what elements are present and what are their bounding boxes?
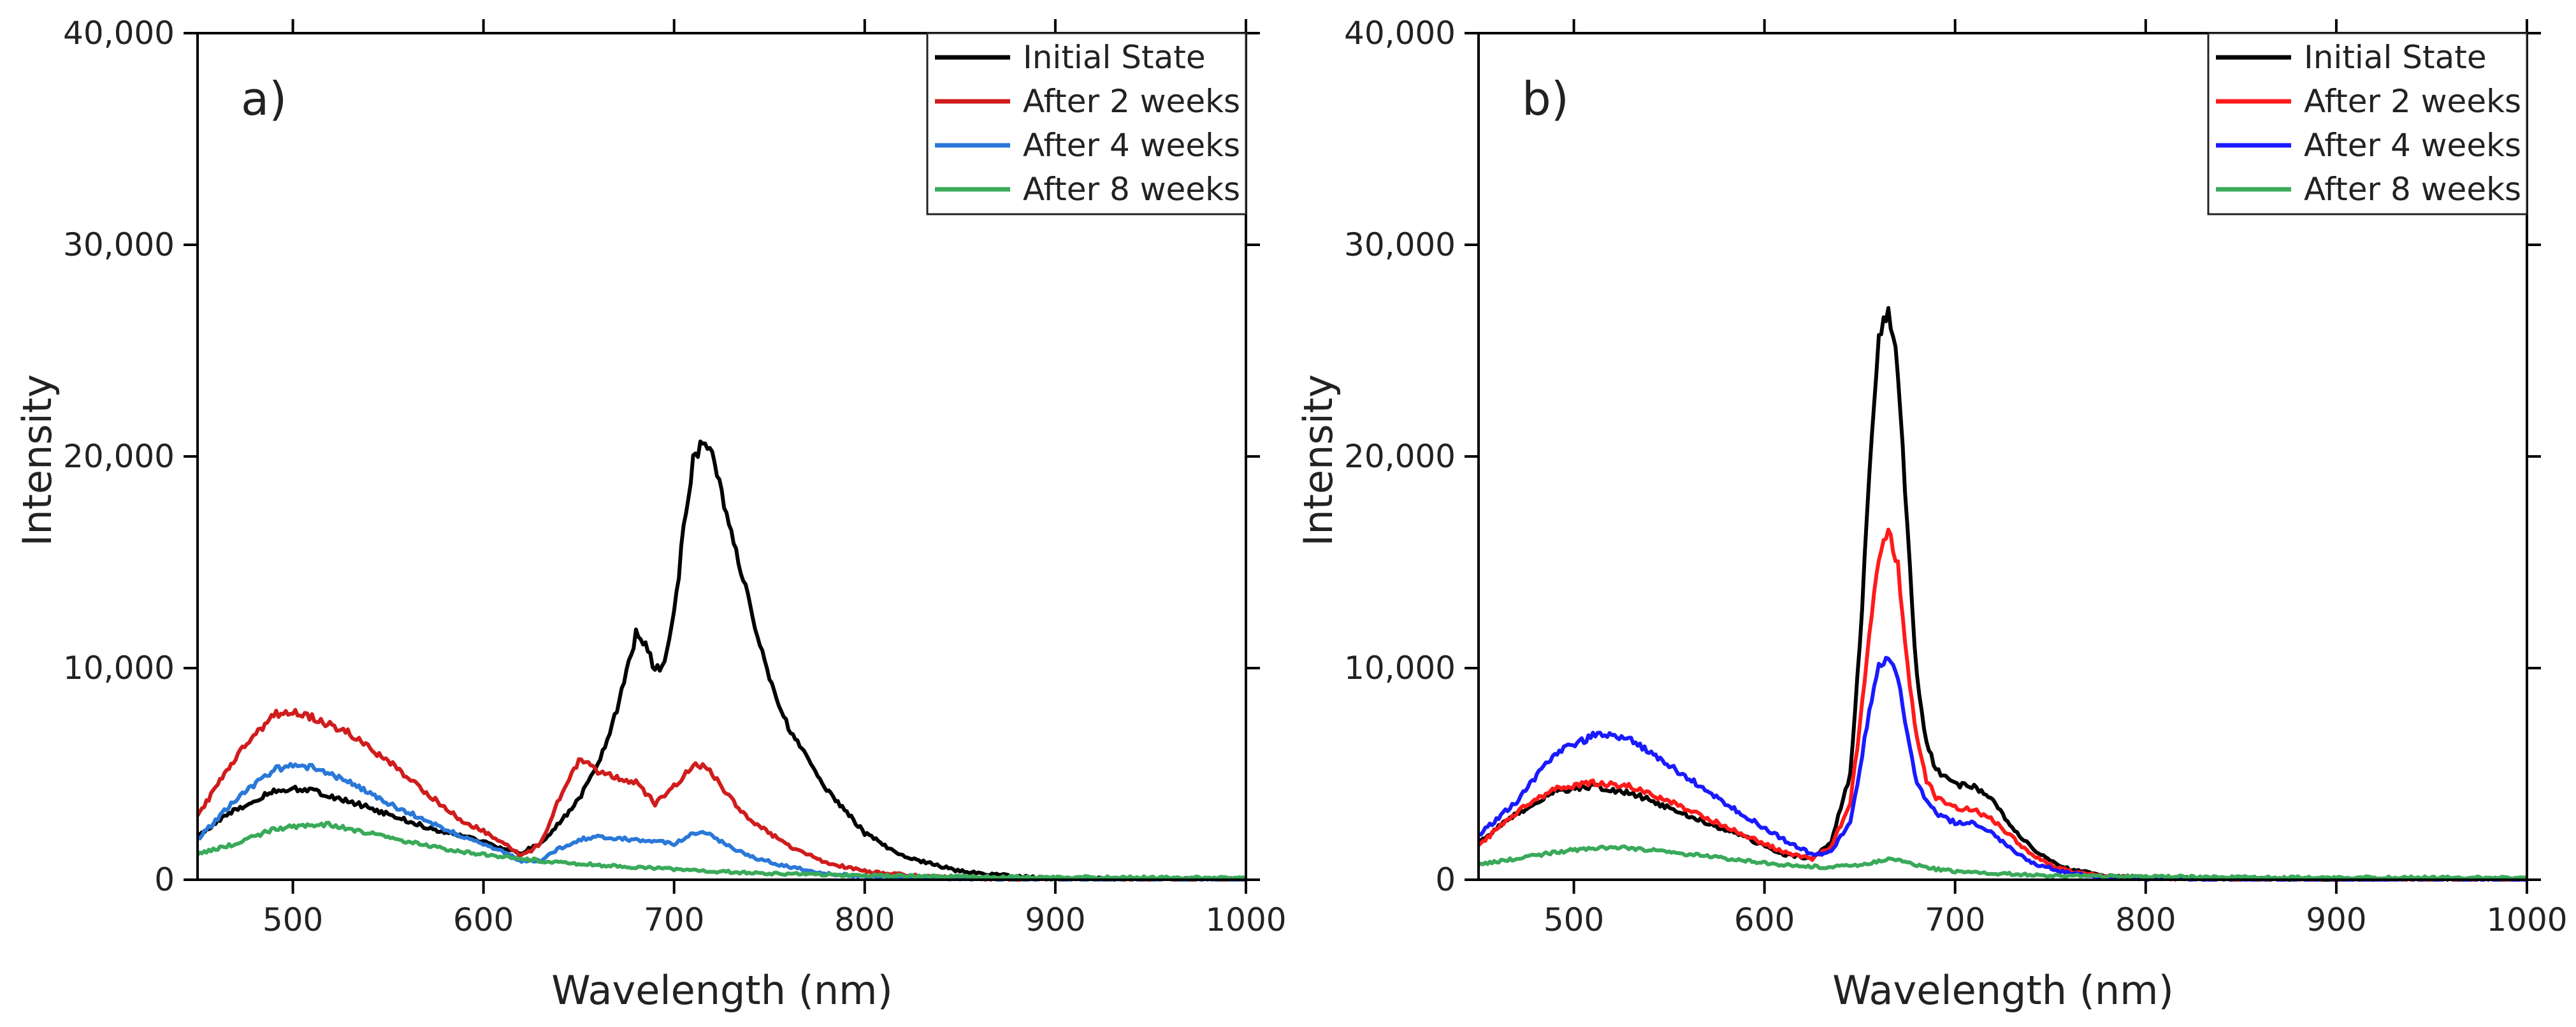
panel-a-series-after-2-weeks	[196, 708, 1247, 882]
panel-a-label: a)	[241, 72, 287, 126]
panel-b-ylabel: Intensity	[1295, 374, 1342, 546]
panel-a-xtick-label: 1000	[1205, 901, 1286, 938]
panel-b-xtick-label: 1000	[2486, 901, 2567, 938]
panel-a-ytick-label: 10,000	[63, 650, 175, 687]
panel-b-series-after-2-weeks	[1477, 527, 2528, 882]
panel-a-xtick-label: 600	[453, 901, 514, 938]
panel-a-series-after-4-weeks	[197, 762, 1247, 882]
panel-a-ytick-label: 40,000	[63, 15, 175, 52]
panel-b-ytick-label: 20,000	[1344, 438, 1456, 475]
panel-a-ytick-label: 30,000	[63, 226, 175, 263]
panel-a-legend-label: Initial State	[1023, 39, 1206, 76]
panel-b-series-initial-state	[1478, 306, 2528, 882]
panel-a-series-after-8-weeks	[196, 820, 1247, 881]
panel-a: a) Intensity Wavelength (nm) 500 600 700 80…	[14, 15, 1287, 1014]
panel-b-ytick-label: 40,000	[1344, 15, 1456, 52]
panel-b-ytick-label: 0	[1435, 861, 1456, 898]
panel-b-series-after-4-weeks	[1477, 655, 2528, 882]
panel-b: b) Intensity Wavelength (nm) 500 600 700 80…	[1295, 15, 2568, 1014]
panel-a-xtick-label: 800	[834, 901, 895, 938]
panel-b-xlabel: Wavelength (nm)	[1832, 967, 2174, 1014]
panel-b-legend: Initial State After 2 weeks After 4 weeks A…	[2207, 32, 2528, 215]
panel-a-legend-label: After 8 weeks	[1023, 171, 1240, 208]
panel-b-legend-label: Initial State	[2304, 39, 2487, 76]
panel-b-xtick-label: 600	[1734, 901, 1795, 938]
panel-b-legend-box	[2207, 32, 2528, 215]
panel-a-legend-box	[926, 32, 1247, 215]
panel-a-legend-label: After 2 weeks	[1023, 83, 1240, 120]
panel-b-ytick-label: 30,000	[1344, 226, 1456, 263]
panel-a-legend-label: After 4 weeks	[1023, 127, 1240, 164]
panel-a-ylabel: Intensity	[14, 374, 61, 546]
panel-b-xtick-label: 500	[1544, 901, 1604, 938]
panel-b-series-after-8-weeks	[1477, 844, 2528, 881]
panel-a-xtick-label: 700	[644, 901, 704, 938]
panel-a-xtick-label: 900	[1025, 901, 1085, 938]
panel-a-legend: Initial State After 2 weeks After 4 weeks A…	[926, 32, 1247, 215]
panel-b-legend-label: After 8 weeks	[2304, 171, 2521, 208]
panel-a-ytick-label: 0	[154, 861, 175, 898]
panel-a-xtick-label: 500	[263, 901, 323, 938]
panel-b-xtick-label: 800	[2115, 901, 2176, 938]
panel-b-label: b)	[1522, 72, 1569, 126]
panel-b-xtick-label: 700	[1925, 901, 1985, 938]
panel-b-legend-label: After 2 weeks	[2304, 83, 2521, 120]
panel-a-ytick-label: 20,000	[63, 438, 175, 475]
panel-b-legend-label: After 4 weeks	[2304, 127, 2521, 164]
panel-a-xlabel: Wavelength (nm)	[551, 967, 893, 1014]
panel-b-ytick-label: 10,000	[1344, 650, 1456, 687]
panel-a-series-initial-state	[197, 439, 1247, 882]
panel-b-xtick-label: 900	[2306, 901, 2366, 938]
